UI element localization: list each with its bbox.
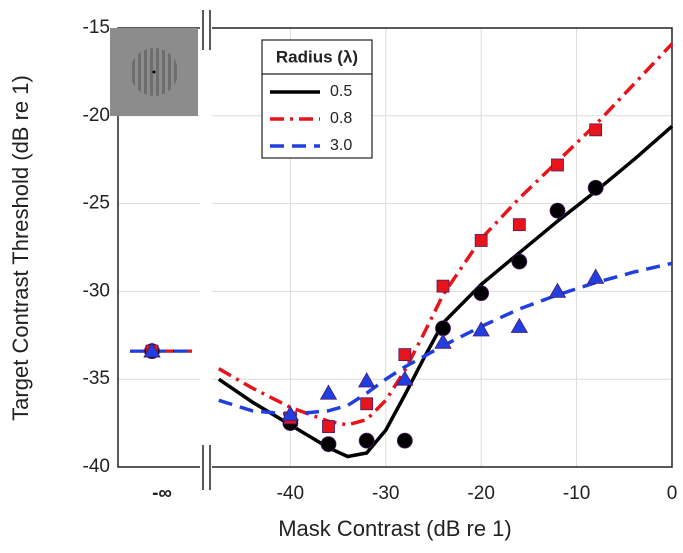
y-tick-label: -35 <box>83 368 110 389</box>
data-point <box>281 405 300 421</box>
data-point <box>473 285 490 302</box>
plot-frame <box>117 27 673 468</box>
data-point <box>551 158 564 172</box>
data-point <box>512 218 526 232</box>
data-point <box>322 420 335 434</box>
legend: Radius (λ) 0.5 0.8 3.0 <box>261 39 373 159</box>
data-point <box>357 372 376 388</box>
data-point <box>434 333 452 349</box>
x-tick-label: -20 <box>467 483 494 504</box>
data-point <box>436 279 450 293</box>
x-inf-label: -∞ <box>152 483 172 504</box>
data-point <box>396 432 413 449</box>
data-point <box>319 384 338 400</box>
data-point <box>143 342 161 358</box>
fit-curve <box>217 42 674 427</box>
data-point <box>587 179 604 196</box>
x-tick-label: -30 <box>372 483 399 504</box>
data-point <box>472 321 490 337</box>
x-tick-label: -40 <box>277 483 304 504</box>
data-point <box>360 397 374 411</box>
data-point <box>396 370 414 386</box>
data-point <box>320 436 337 453</box>
y-tick-label: -40 <box>83 456 110 477</box>
fit-curve <box>217 124 674 459</box>
stimulus-inset <box>110 28 198 116</box>
x-tick-label: 0 <box>667 483 678 504</box>
data-point <box>586 268 605 284</box>
fit-curve <box>218 261 673 417</box>
legend-title: Radius (λ) <box>276 47 358 66</box>
y-tick-label: -20 <box>83 105 110 126</box>
legend-label: 0.5 <box>330 83 352 100</box>
legend-label: 0.8 <box>330 110 352 127</box>
x-axis-title: Mask Contrast (dB re 1) <box>278 516 512 541</box>
data-point <box>358 432 375 449</box>
data-point <box>589 123 603 137</box>
y-tick-label: -25 <box>83 193 110 214</box>
data-point <box>511 253 528 270</box>
y-tick-label: -15 <box>83 17 110 38</box>
data-point <box>549 202 566 219</box>
y-axis-title: Target Contrast Threshold (dB re 1) <box>8 75 33 421</box>
data-point <box>398 348 412 362</box>
data-point <box>474 234 488 247</box>
data-point <box>548 282 567 298</box>
y-tick-label: -30 <box>83 280 110 301</box>
data-point <box>510 317 529 333</box>
axis-break <box>202 10 211 490</box>
x-tick-label: -10 <box>563 483 590 504</box>
legend-label: 3.0 <box>330 137 352 154</box>
axis-break-gap <box>200 20 212 475</box>
